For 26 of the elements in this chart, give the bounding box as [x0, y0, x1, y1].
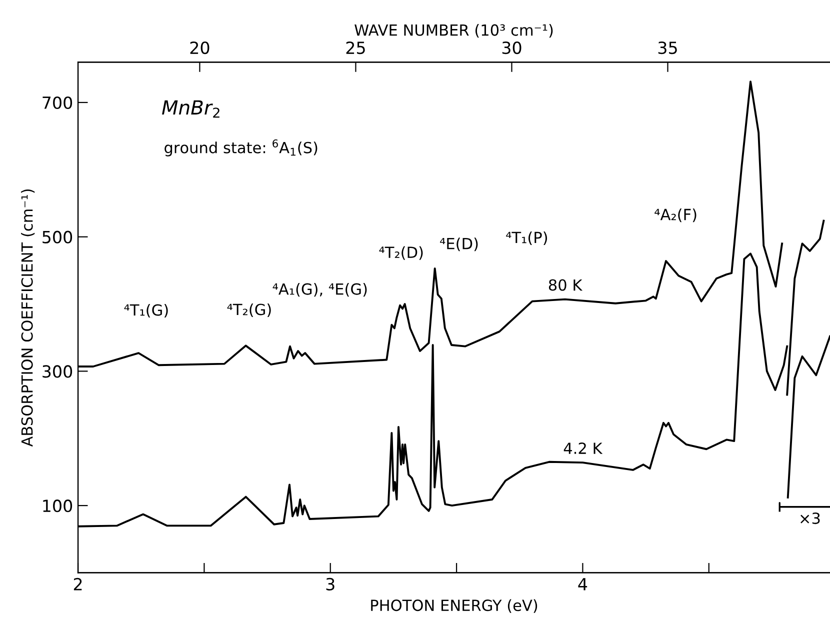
annotation: ⁴E(D) [440, 238, 478, 252]
x-tick-label: 3 [326, 578, 334, 590]
y-tick-label: 300 [42, 365, 72, 378]
annotation: ⁴T₂(D) [379, 246, 423, 260]
y-axis-title: ABSORPTION COEFFICIENT (cm⁻¹) [21, 189, 35, 447]
series-label: 4.2 K [564, 442, 603, 454]
x-tick-label: 2 [74, 578, 82, 590]
annotation: ⁴A₁(G), ⁴E(G) [272, 283, 367, 297]
y-tick-label: 500 [42, 230, 72, 244]
annotation: ⁴T₁(G) [124, 304, 168, 318]
annotation: ⁴A₂(F) [654, 208, 696, 222]
x2-axis-title: WAVE NUMBER (10³ cm⁻¹) [354, 24, 553, 38]
y-tick-label: 700 [42, 96, 72, 110]
x2-tick-label: 20 [190, 41, 210, 54]
annotation: MnBr$_{2}$ [162, 100, 220, 118]
annotation: ground state: $^{6}$A$_{1}$(S) [164, 139, 318, 156]
annotation: ⁴T₂(G) [227, 303, 271, 318]
x2-tick-label: 25 [346, 41, 365, 54]
x2-tick-label: 30 [502, 41, 522, 54]
y-tick-label: 100 [43, 500, 72, 512]
x-tick-label: 4 [578, 578, 588, 590]
x2-tick-label: 35 [658, 41, 677, 54]
series-label: 80 K [548, 279, 583, 291]
annotation: ×3 [800, 512, 820, 524]
x-axis-title: PHOTON ENERGY (eV) [371, 599, 538, 613]
annotation: ⁴T₁(P) [506, 231, 547, 246]
